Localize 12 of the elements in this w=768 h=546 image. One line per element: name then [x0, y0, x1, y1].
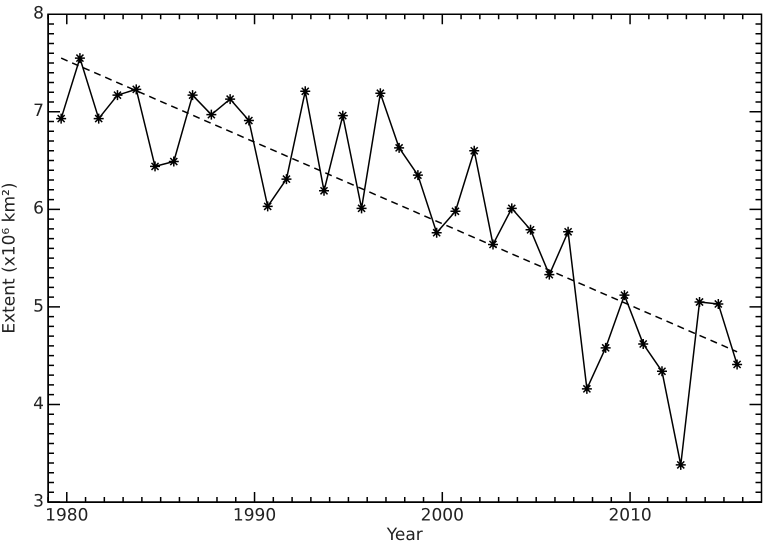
x-tick-label: 2010 [608, 506, 652, 526]
y-tick-label: 5 [33, 296, 44, 316]
y-tick-label: 3 [33, 491, 44, 512]
y-tick-label: 4 [33, 394, 44, 414]
x-tick-label: 1990 [232, 506, 276, 526]
y-tick-label: 6 [33, 198, 44, 219]
y-tick-label: 7 [33, 101, 44, 122]
y-axis-title: Extent (x10⁶ km²) [0, 182, 20, 334]
x-axis-title: Year [386, 525, 423, 546]
x-tick-label: 1980 [45, 506, 88, 526]
y-tick-label: 8 [33, 4, 44, 24]
x-tick-label: 2000 [420, 506, 464, 526]
